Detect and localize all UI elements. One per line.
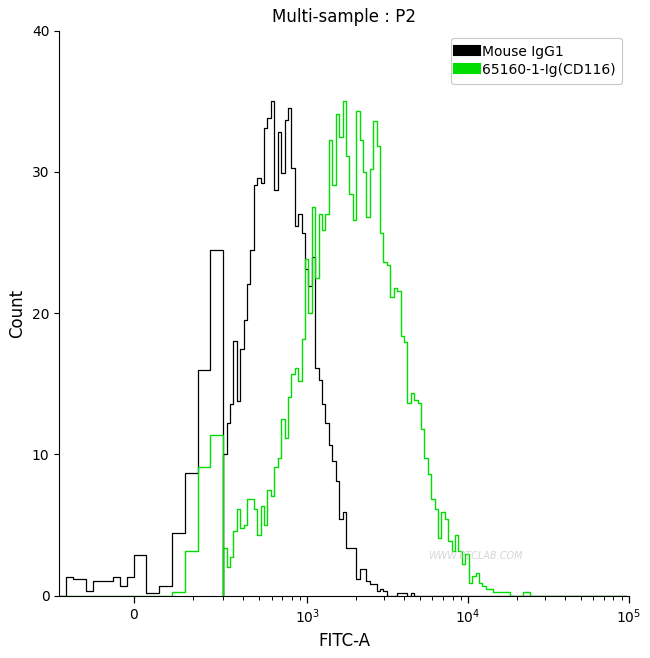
Line: 65160-1-Ig(CD116): 65160-1-Ig(CD116) <box>59 101 626 595</box>
Mouse IgG1 <box>492 592 500 599</box>
X-axis label: FITC-A: FITC-A <box>318 632 370 649</box>
Title: Multi-sample : P2: Multi-sample : P2 <box>272 9 416 26</box>
65160-1-Ig(CD116) <box>339 97 346 105</box>
Mouse IgG1 <box>55 592 63 599</box>
Mouse IgG1 <box>615 592 623 599</box>
65160-1-Ig(CD116) <box>325 136 333 143</box>
Legend: Mouse IgG1, 65160-1-Ig(CD116): Mouse IgG1, 65160-1-Ig(CD116) <box>451 38 622 84</box>
Mouse IgG1 <box>424 592 432 599</box>
Mouse IgG1 <box>622 592 630 599</box>
65160-1-Ig(CD116) <box>554 592 562 599</box>
65160-1-Ig(CD116) <box>55 592 63 599</box>
65160-1-Ig(CD116) <box>424 470 432 478</box>
Mouse IgG1 <box>328 457 336 465</box>
65160-1-Ig(CD116) <box>342 152 350 160</box>
Mouse IgG1 <box>554 592 562 599</box>
Mouse IgG1 <box>342 544 350 551</box>
Y-axis label: Count: Count <box>8 289 27 338</box>
65160-1-Ig(CD116) <box>622 592 630 599</box>
65160-1-Ig(CD116) <box>615 592 623 599</box>
Line: Mouse IgG1: Mouse IgG1 <box>59 101 626 595</box>
65160-1-Ig(CD116) <box>492 588 500 596</box>
Text: WWW.PTCLAB.COM: WWW.PTCLAB.COM <box>428 551 523 561</box>
Mouse IgG1 <box>267 97 275 105</box>
